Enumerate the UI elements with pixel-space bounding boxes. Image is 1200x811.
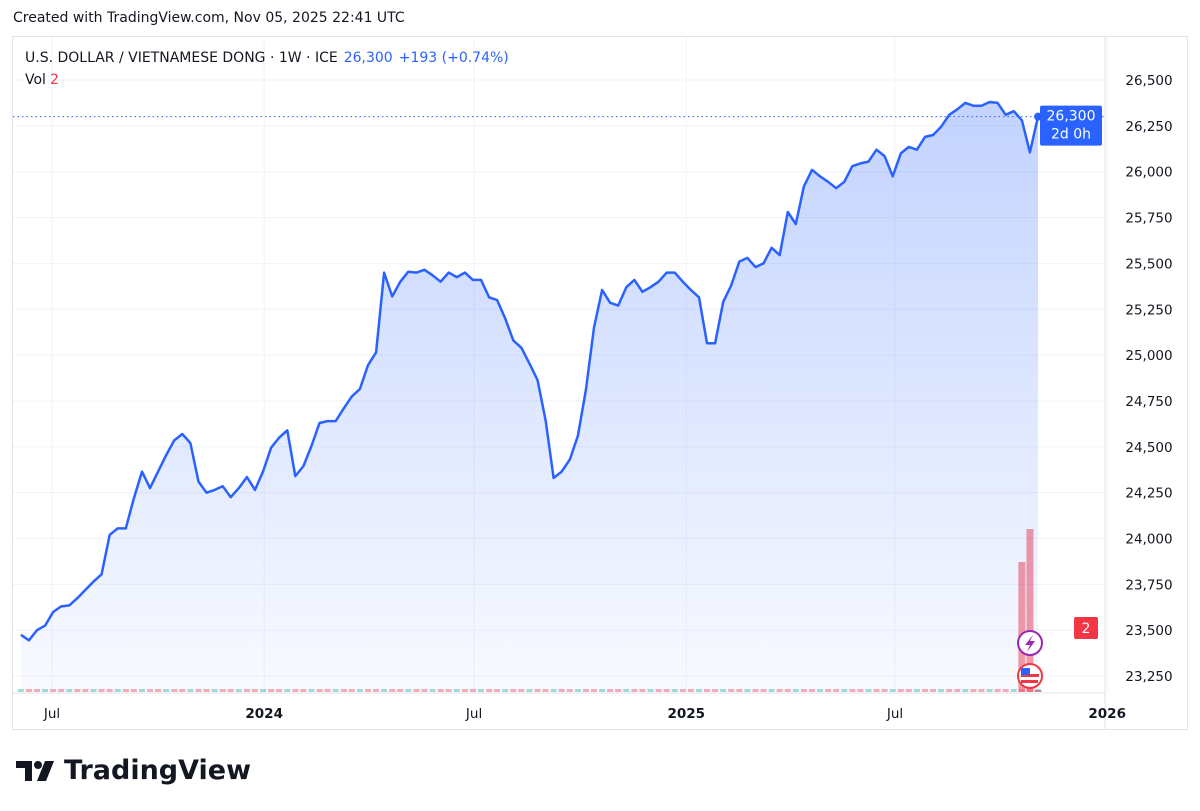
- price-tick-label: 26,500: [1125, 73, 1172, 89]
- price-tick-label: 24,000: [1125, 532, 1172, 548]
- last-price-dot: [1033, 112, 1042, 121]
- price-line: [20, 100, 1040, 642]
- volume-bar-baseline: [17, 689, 24, 692]
- chart-legend: U.S. DOLLAR / VIETNAMESE DONG · 1W · ICE…: [25, 47, 509, 91]
- last-price: 26,300: [343, 50, 393, 66]
- price-tick-label: 24,750: [1125, 394, 1172, 410]
- time-axis[interactable]: Jul 2024 Jul 2025 Jul 2026: [43, 706, 1126, 722]
- volume-value: 2: [49, 72, 59, 88]
- volume-label[interactable]: Vol: [25, 72, 46, 88]
- last-price-label: 26,300 2d 0h: [1040, 105, 1102, 146]
- time-tick-label: Jul: [43, 706, 60, 722]
- last-price-value: 26,300: [1047, 109, 1096, 125]
- time-tick-label: 2024: [245, 706, 283, 722]
- price-tick-label: 23,500: [1125, 623, 1172, 639]
- price-tick-label: 23,250: [1125, 669, 1172, 685]
- time-tick-label: 2025: [667, 706, 705, 722]
- tradingview-logo[interactable]: TradingView: [16, 755, 251, 786]
- time-tick-label: 2026: [1088, 706, 1126, 722]
- chart-frame: [12, 36, 1188, 730]
- price-tick-label: 24,500: [1125, 440, 1172, 456]
- volume-axis-label: 2: [1074, 617, 1098, 639]
- price-tick-label: 25,250: [1125, 302, 1172, 318]
- price-change: +193 (+0.74%): [398, 50, 509, 66]
- us-flag-event-icon[interactable]: [1017, 663, 1043, 689]
- chart-credit: Created with TradingView.com, Nov 05, 20…: [13, 10, 405, 26]
- volume-axis-value: 2: [1082, 621, 1091, 637]
- lightning-event-icon[interactable]: [1017, 630, 1043, 656]
- price-tick-label: 25,500: [1125, 256, 1172, 272]
- price-tick-label: 26,250: [1125, 119, 1172, 135]
- time-tick-label: Jul: [886, 706, 903, 722]
- tradingview-logo-icon: [16, 760, 54, 781]
- time-tick-label: Jul: [465, 706, 482, 722]
- price-area: [20, 102, 1038, 692]
- price-tick-label: 25,000: [1125, 348, 1172, 364]
- bar-countdown: 2d 0h: [1051, 127, 1091, 143]
- price-axis[interactable]: 23,250 23,500 23,750 24,000 24,250 24,500 24,7…: [1125, 73, 1172, 685]
- brand-name: TradingView: [64, 755, 252, 786]
- symbol-title[interactable]: U.S. DOLLAR / VIETNAMESE DONG · 1W · ICE: [25, 50, 338, 66]
- price-tick-label: 23,750: [1125, 577, 1172, 593]
- price-tick-label: 26,000: [1125, 165, 1172, 181]
- price-tick-label: 24,250: [1125, 486, 1172, 502]
- price-tick-label: 25,750: [1125, 211, 1172, 227]
